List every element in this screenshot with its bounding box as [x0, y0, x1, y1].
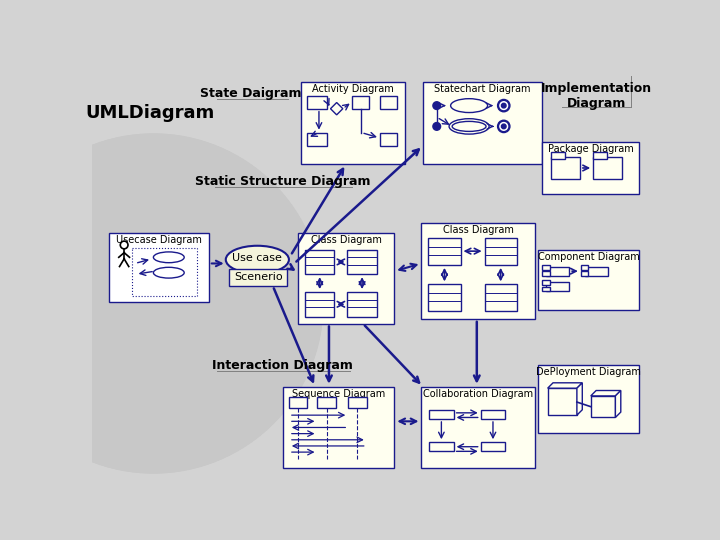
Bar	[539, 365, 639, 433]
Text: UMLDiagram: UMLDiagram	[85, 104, 214, 122]
Bar	[542, 287, 550, 291]
Ellipse shape	[452, 122, 486, 131]
Text: Class Diagram: Class Diagram	[443, 225, 514, 234]
Bar	[423, 82, 542, 164]
Text: Collaboration Diagram: Collaboration Diagram	[423, 389, 534, 399]
Circle shape	[500, 102, 508, 110]
Text: Component Diagram: Component Diagram	[538, 252, 639, 261]
Text: Statechart Diagram: Statechart Diagram	[434, 84, 531, 93]
Bar	[542, 142, 639, 194]
Circle shape	[498, 99, 510, 112]
Text: DePIoyment Diagram: DePIoyment Diagram	[536, 367, 641, 377]
Bar	[481, 410, 505, 419]
Ellipse shape	[226, 246, 289, 273]
Text: Implementation
Diagram: Implementation Diagram	[541, 82, 652, 110]
Circle shape	[0, 134, 323, 473]
Bar	[485, 238, 517, 265]
Ellipse shape	[153, 267, 184, 278]
Bar	[318, 397, 336, 408]
Bar	[551, 157, 580, 179]
Bar	[429, 410, 454, 419]
Polygon shape	[577, 383, 582, 415]
Polygon shape	[616, 390, 621, 417]
Bar	[229, 269, 287, 286]
Bar	[307, 96, 328, 109]
Text: Class Diagram: Class Diagram	[311, 234, 382, 245]
Ellipse shape	[451, 99, 487, 112]
Bar	[590, 396, 616, 417]
Bar	[298, 233, 395, 323]
Text: Activity Diagram: Activity Diagram	[312, 84, 394, 93]
Bar	[305, 249, 334, 274]
Bar	[593, 152, 607, 159]
Ellipse shape	[449, 119, 489, 134]
Bar	[283, 387, 395, 468]
Circle shape	[120, 241, 128, 249]
Text: Use case: Use case	[233, 253, 282, 263]
Bar	[301, 82, 405, 164]
Bar	[542, 265, 550, 269]
Text: Scenerio: Scenerio	[234, 272, 282, 282]
Bar	[421, 387, 536, 468]
Bar	[539, 249, 639, 309]
Bar	[548, 388, 577, 415]
Bar	[546, 282, 570, 291]
Bar	[542, 271, 550, 276]
Bar	[379, 96, 397, 109]
Text: Sequence Diagram: Sequence Diagram	[292, 389, 385, 399]
Bar	[429, 442, 454, 451]
Bar	[428, 284, 461, 311]
Bar	[348, 397, 366, 408]
Polygon shape	[548, 383, 582, 388]
Bar	[289, 397, 307, 408]
Bar	[421, 222, 536, 319]
Bar	[581, 271, 588, 276]
Bar	[348, 249, 377, 274]
Circle shape	[501, 124, 506, 129]
Circle shape	[501, 103, 506, 108]
Bar	[546, 267, 570, 276]
Bar	[428, 238, 461, 265]
Circle shape	[0, 134, 323, 473]
Text: Interaction Diagram: Interaction Diagram	[212, 359, 354, 372]
Bar	[542, 280, 550, 285]
Text: Package Diagram: Package Diagram	[547, 144, 634, 154]
Ellipse shape	[153, 252, 184, 262]
Bar	[307, 132, 328, 146]
Circle shape	[498, 120, 510, 132]
Bar	[352, 96, 369, 109]
Bar	[348, 292, 377, 316]
Bar	[593, 157, 622, 179]
Circle shape	[433, 123, 441, 130]
Circle shape	[433, 102, 441, 110]
Text: State Daigram: State Daigram	[200, 87, 302, 100]
Bar	[581, 265, 588, 269]
Bar	[485, 284, 517, 311]
Polygon shape	[330, 103, 343, 115]
Text: Usecase Diagram: Usecase Diagram	[116, 234, 202, 245]
Bar	[379, 132, 397, 146]
Bar	[481, 442, 505, 451]
Bar	[132, 248, 197, 296]
Bar	[305, 292, 334, 316]
Text: Static Structure Diagram: Static Structure Diagram	[195, 176, 371, 188]
Bar	[551, 152, 564, 159]
Bar	[109, 233, 209, 302]
Polygon shape	[590, 390, 621, 396]
Circle shape	[500, 123, 508, 130]
Bar	[585, 267, 608, 276]
